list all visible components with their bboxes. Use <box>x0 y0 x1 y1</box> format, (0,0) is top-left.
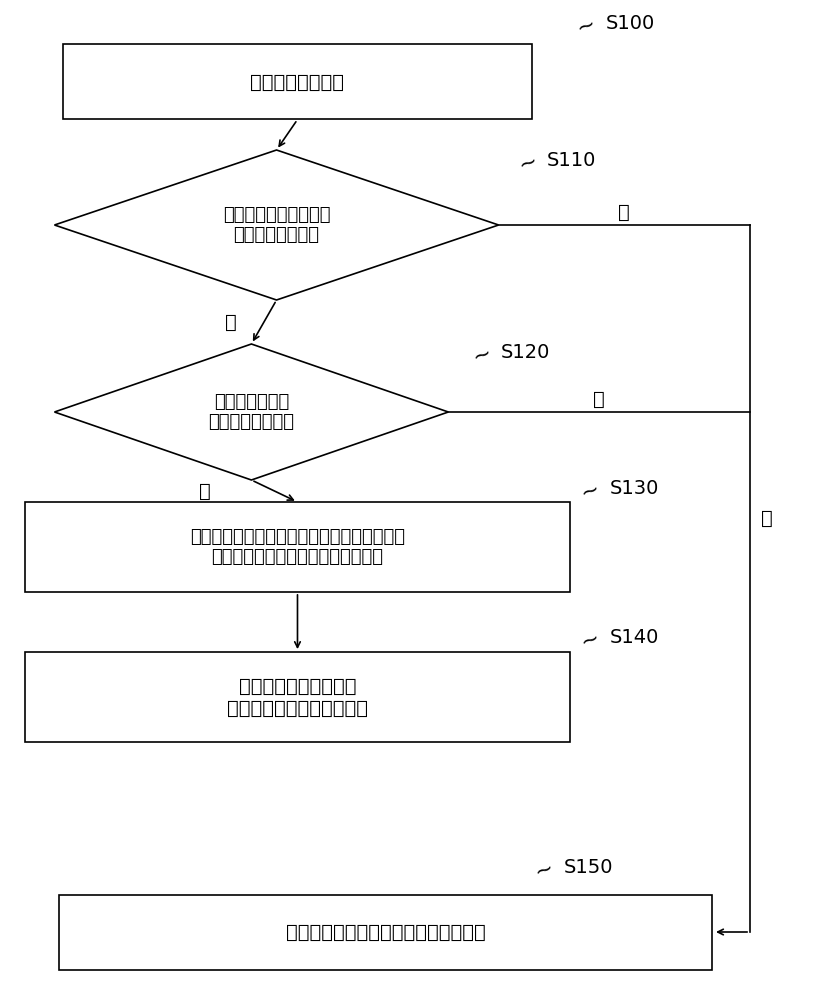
Text: S120: S120 <box>501 343 551 362</box>
Text: 所述视频通话终端显示
处理后不包含隐私的新图像: 所述视频通话终端显示 处理后不包含隐私的新图像 <box>227 676 368 718</box>
Text: ~: ~ <box>578 627 603 652</box>
Text: ~: ~ <box>469 342 494 367</box>
Text: S110: S110 <box>547 151 597 170</box>
Text: S100: S100 <box>606 14 655 33</box>
Text: ~: ~ <box>532 857 556 882</box>
Text: 是否实时匹配到
预设隐私保护策略: 是否实时匹配到 预设隐私保护策略 <box>209 393 294 431</box>
Bar <box>63 44 532 119</box>
Text: ~: ~ <box>515 150 540 175</box>
Text: 是: 是 <box>199 482 211 500</box>
Polygon shape <box>54 150 499 300</box>
Text: 所述视频通话终端显示原通话输入图像: 所述视频通话终端显示原通话输入图像 <box>286 922 485 942</box>
Text: S150: S150 <box>564 858 613 877</box>
Text: ~: ~ <box>578 478 603 503</box>
Text: 实时检测通话输入图像
是否包含隐私场景: 实时检测通话输入图像 是否包含隐私场景 <box>223 206 330 244</box>
Text: 否: 否 <box>761 509 773 528</box>
Text: 否: 否 <box>618 202 630 222</box>
Text: S130: S130 <box>610 479 660 498</box>
Text: 根据所述预设隐私保护策略对所述视频通话终
端的通话输入图像进行隐私保护处理: 根据所述预设隐私保护策略对所述视频通话终 端的通话输入图像进行隐私保护处理 <box>190 528 405 566</box>
Bar <box>25 502 570 592</box>
Text: 获取通话输入图像: 获取通话输入图像 <box>251 73 344 92</box>
Text: ~: ~ <box>574 13 598 38</box>
Text: 是: 是 <box>225 313 236 332</box>
Polygon shape <box>54 344 448 480</box>
Text: S140: S140 <box>610 628 660 647</box>
Bar <box>25 652 570 742</box>
Bar <box>59 894 712 970</box>
Text: 否: 否 <box>593 389 605 408</box>
